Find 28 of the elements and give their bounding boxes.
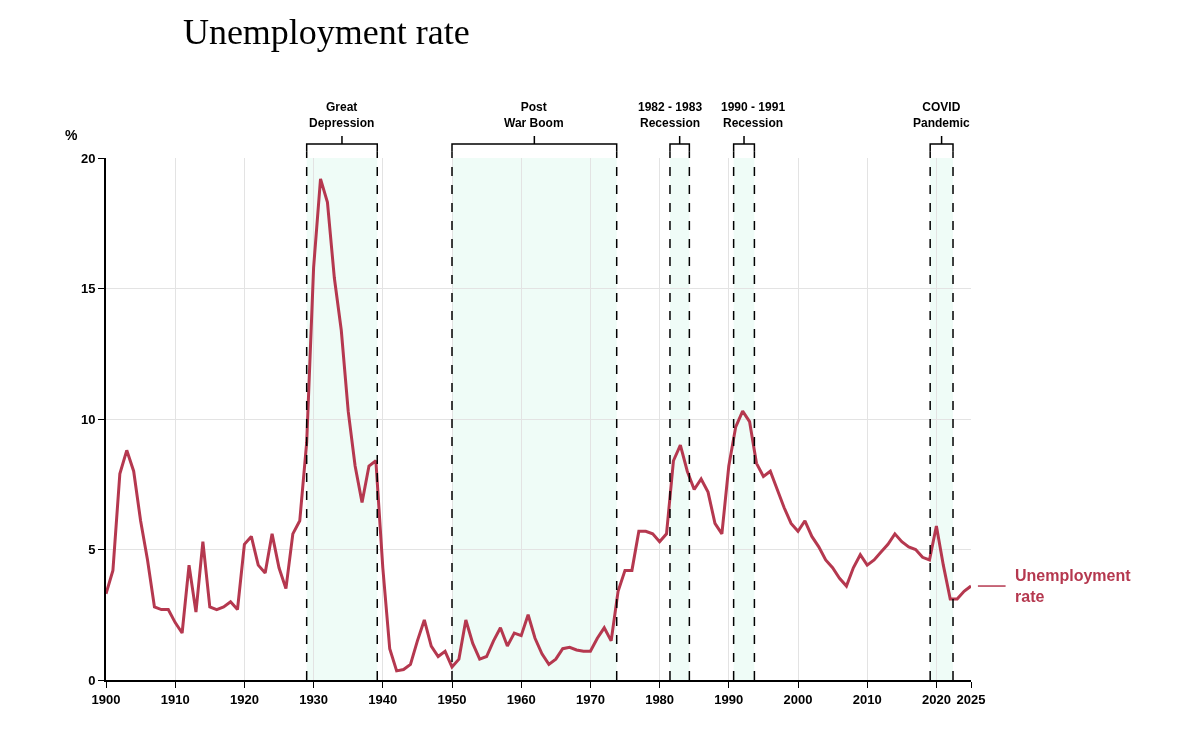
y-tick-label: 15: [80, 281, 96, 297]
chart-title: Unemployment rate: [182, 11, 470, 52]
line-series: [106, 177, 971, 673]
y-tick-label: 0: [88, 672, 96, 688]
band-label: Post War Boom: [504, 100, 564, 130]
x-tick-label: 1940: [368, 691, 398, 707]
x-tick-label: 2010: [852, 691, 882, 707]
x-tick-label: 1980: [645, 691, 675, 707]
x-tick-label: 1930: [299, 691, 329, 707]
x-tick-label: 1970: [575, 691, 605, 707]
x-tick-label: 2000: [783, 691, 813, 707]
band-label: COVID Pandemic: [913, 100, 971, 130]
y-tick-label: 20: [80, 150, 96, 166]
y-tick-label: 10: [80, 411, 96, 427]
x-tick-label: 1910: [160, 691, 190, 707]
y-tick-label: 5: [88, 542, 96, 558]
x-tick-label: 1960: [506, 691, 536, 707]
x-tick-label: 2020: [921, 691, 951, 707]
x-tick-label: 1920: [229, 691, 259, 707]
band-label: 1990 - 1991 Recession: [721, 100, 786, 130]
x-tick-label: 1990: [714, 691, 744, 707]
band-label: Great Depression: [309, 100, 375, 130]
band-label: 1982 - 1983 Recession: [638, 100, 703, 130]
legend-label: Unemployment rate: [1015, 567, 1132, 605]
x-tick-label: 2025: [956, 691, 986, 707]
x-tick-label: 1950: [437, 691, 467, 707]
x-tick-label: 1900: [91, 691, 121, 707]
y-axis-title: %: [65, 127, 78, 143]
